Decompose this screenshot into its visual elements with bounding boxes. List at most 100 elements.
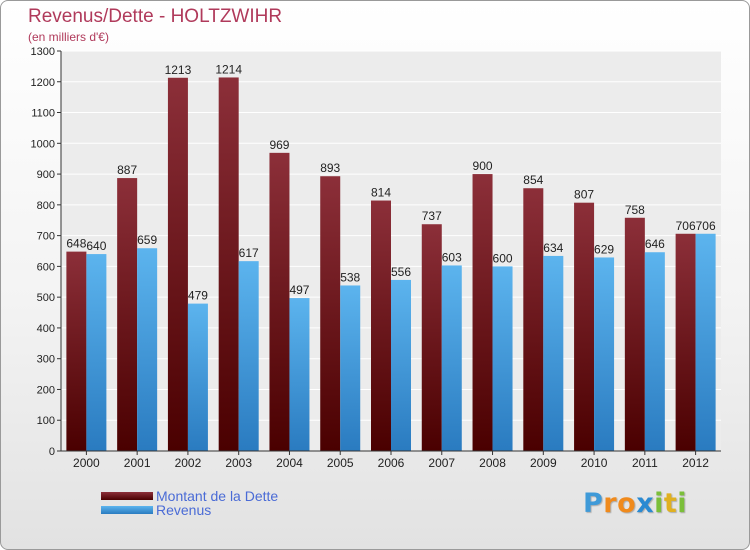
y-tick-label: 1100 (31, 108, 55, 120)
logo-letter: i (654, 488, 664, 519)
logo-letter: o (617, 488, 637, 519)
chart-title: Revenus/Dette - HOLTZWIHR (28, 6, 283, 27)
logo-letter: P (583, 488, 604, 519)
value-label-dette: 854 (523, 173, 543, 187)
value-label-dette: 737 (422, 209, 442, 223)
x-tick-label: 2007 (428, 456, 455, 470)
bar-revenus (187, 303, 208, 451)
legend-item-revenus: Revenus (101, 502, 211, 518)
value-label-revenus: 497 (289, 283, 309, 297)
y-tick-label: 400 (37, 323, 55, 335)
bars-group (66, 77, 716, 452)
value-label-revenus: 634 (543, 241, 563, 255)
legend-label-dette: Montant de la Dette (156, 488, 279, 504)
logo-letter: x (636, 488, 655, 519)
bar-dette (117, 178, 138, 452)
x-tick-label: 2012 (682, 456, 709, 470)
value-label-dette: 706 (676, 219, 696, 233)
bar-dette (218, 77, 239, 451)
bar-revenus (340, 285, 361, 451)
y-tick-label: 600 (37, 261, 55, 273)
x-tick-label: 2003 (225, 456, 252, 470)
value-label-dette: 758 (625, 203, 645, 217)
logo-letter: i (677, 488, 688, 519)
bar-dette (472, 174, 493, 452)
axes: 0 100 200 300 400 500 600 700 800 900 1000 1100 1200… (31, 46, 721, 470)
value-label-dette: 887 (117, 163, 137, 177)
bar-dette (66, 251, 87, 451)
y-tick-label: 100 (37, 415, 55, 427)
value-label-dette: 814 (371, 186, 391, 200)
bar-dette (675, 233, 696, 451)
chart-subtitle: (en milliers d'€) (28, 30, 109, 44)
x-tick-label: 2004 (276, 456, 303, 470)
x-tick-label: 2006 (378, 456, 405, 470)
y-tick-label: 1200 (31, 77, 55, 89)
bar-dette (269, 152, 290, 451)
value-labels: 648 640 887 659 1213 479 1214 617 969 497 893 538 81… (66, 62, 716, 302)
bar-dette (320, 176, 341, 451)
bar-revenus (238, 261, 259, 451)
value-label-revenus: 479 (188, 289, 208, 303)
y-tick-label: 700 (37, 231, 55, 243)
legend-label-revenus: Revenus (156, 502, 212, 518)
x-tick-label: 2005 (327, 456, 354, 470)
value-label-dette: 648 (66, 237, 86, 251)
value-label-revenus: 629 (594, 242, 614, 256)
bar-dette (624, 217, 645, 451)
bar-revenus (289, 298, 310, 451)
bar-revenus (86, 254, 107, 451)
value-label-revenus: 646 (645, 237, 665, 251)
bar-dette (421, 224, 442, 451)
legend-swatch-dette (101, 492, 153, 500)
x-tick-label: 2008 (479, 456, 506, 470)
y-tick-label: 0 (49, 446, 55, 458)
value-label-revenus: 617 (239, 246, 259, 260)
logo-letter: r (603, 488, 618, 519)
value-label-dette: 1213 (165, 63, 192, 77)
value-label-dette: 1214 (215, 62, 242, 76)
value-label-revenus: 603 (442, 250, 462, 264)
value-label-dette: 969 (269, 138, 289, 152)
x-tick-label: 2009 (530, 456, 557, 470)
y-tick-label: 200 (37, 384, 55, 396)
bar-revenus (543, 255, 564, 451)
bar-revenus (695, 233, 716, 451)
y-tick-label: 900 (37, 169, 55, 181)
value-label-revenus: 706 (696, 219, 716, 233)
value-label-revenus: 640 (86, 239, 106, 253)
bar-revenus (644, 252, 665, 451)
logo-letter: t (663, 488, 678, 519)
value-label-dette: 900 (473, 159, 493, 173)
y-tick-label: 300 (37, 354, 55, 366)
x-tick-label: 2002 (175, 456, 202, 470)
legend-item-dette: Montant de la Dette (101, 488, 278, 504)
x-tick-label: 2010 (581, 456, 608, 470)
bar-dette (523, 188, 544, 451)
bar-revenus (441, 265, 462, 451)
x-tick-label: 2001 (124, 456, 151, 470)
value-label-revenus: 600 (493, 251, 513, 265)
legend-swatch-revenus (101, 506, 153, 514)
y-tick-label: 1000 (31, 138, 55, 150)
proxiti-logo: Proxiti (583, 488, 687, 519)
y-tick-label: 1300 (31, 46, 55, 58)
bar-revenus (594, 257, 615, 451)
bar-dette (167, 77, 188, 452)
value-label-dette: 893 (320, 161, 340, 175)
bar-revenus (492, 266, 513, 451)
y-tick-label: 500 (37, 292, 55, 304)
x-tick-label: 2000 (73, 456, 100, 470)
value-label-revenus: 659 (137, 233, 157, 247)
bar-revenus (391, 279, 411, 451)
bar-dette (371, 200, 391, 451)
value-label-revenus: 556 (391, 265, 411, 279)
value-label-revenus: 538 (340, 270, 360, 284)
value-label-dette: 807 (574, 188, 594, 202)
y-tick-label: 800 (37, 200, 55, 212)
bar-dette (574, 202, 595, 451)
x-tick-label: 2011 (632, 456, 658, 470)
bar-revenus (137, 248, 158, 451)
